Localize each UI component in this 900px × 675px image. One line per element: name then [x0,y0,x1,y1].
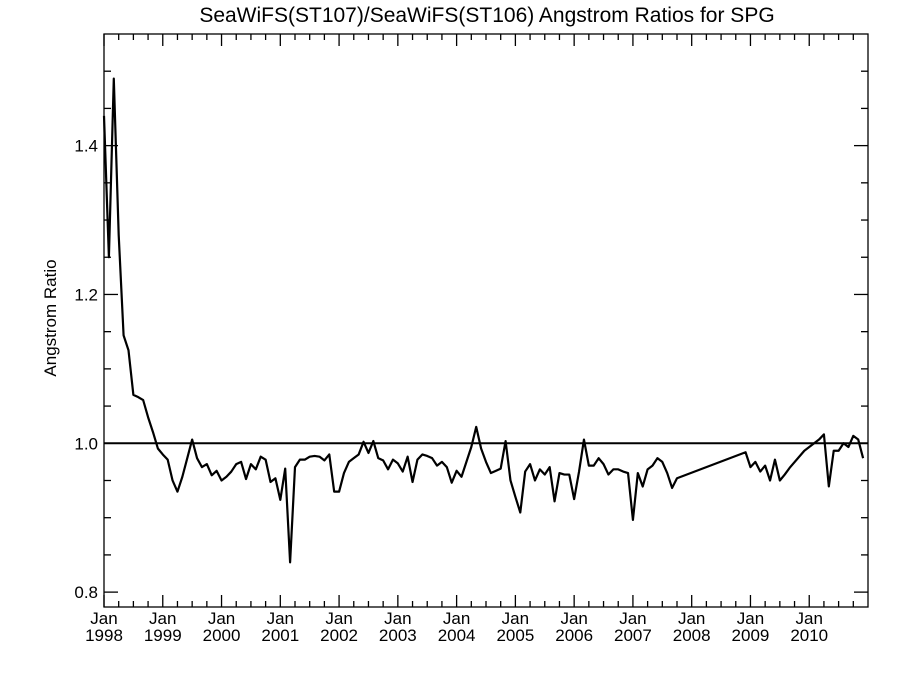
x-tick-year-label: 2002 [320,626,358,645]
x-tick-month-label: Jan [208,609,235,628]
x-tick-month-label: Jan [502,609,529,628]
x-tick-month-label: Jan [267,609,294,628]
x-tick-year-label: 2003 [379,626,417,645]
x-tick-month-label: Jan [384,609,411,628]
x-tick-year-label: 2005 [496,626,534,645]
chart-title: SeaWiFS(ST107)/SeaWiFS(ST106) Angstrom R… [199,4,774,27]
x-tick-month-label: Jan [443,609,470,628]
ticks-layer: 0.81.01.21.4Jan1998Jan1999Jan2000Jan2001… [74,34,868,645]
y-tick-label: 1.2 [74,285,98,304]
x-tick-year-label: 2006 [555,626,593,645]
y-tick-label: 0.8 [74,583,98,602]
x-tick-year-label: 2000 [203,626,241,645]
x-tick-year-label: 2007 [614,626,652,645]
x-tick-year-label: 2010 [790,626,828,645]
x-tick-month-label: Jan [560,609,587,628]
series-layer [102,77,865,564]
x-tick-month-label: Jan [737,609,764,628]
x-tick-year-label: 1999 [144,626,182,645]
x-tick-year-label: 2008 [673,626,711,645]
y-tick-label: 1.0 [74,434,98,453]
x-tick-month-label: Jan [149,609,176,628]
y-tick-label: 1.4 [74,137,98,156]
x-tick-month-label: Jan [619,609,646,628]
x-tick-year-label: 2001 [261,626,299,645]
series-line [102,77,865,564]
x-tick-month-label: Jan [678,609,705,628]
plot-frame [103,33,869,608]
x-tick-year-label: 1998 [85,626,123,645]
x-tick-year-label: 2004 [438,626,476,645]
x-tick-year-label: 2009 [732,626,770,645]
x-tick-month-label: Jan [325,609,352,628]
y-axis-label: Angstrom Ratio [41,259,60,376]
x-tick-month-label: Jan [90,609,117,628]
x-tick-month-label: Jan [796,609,823,628]
